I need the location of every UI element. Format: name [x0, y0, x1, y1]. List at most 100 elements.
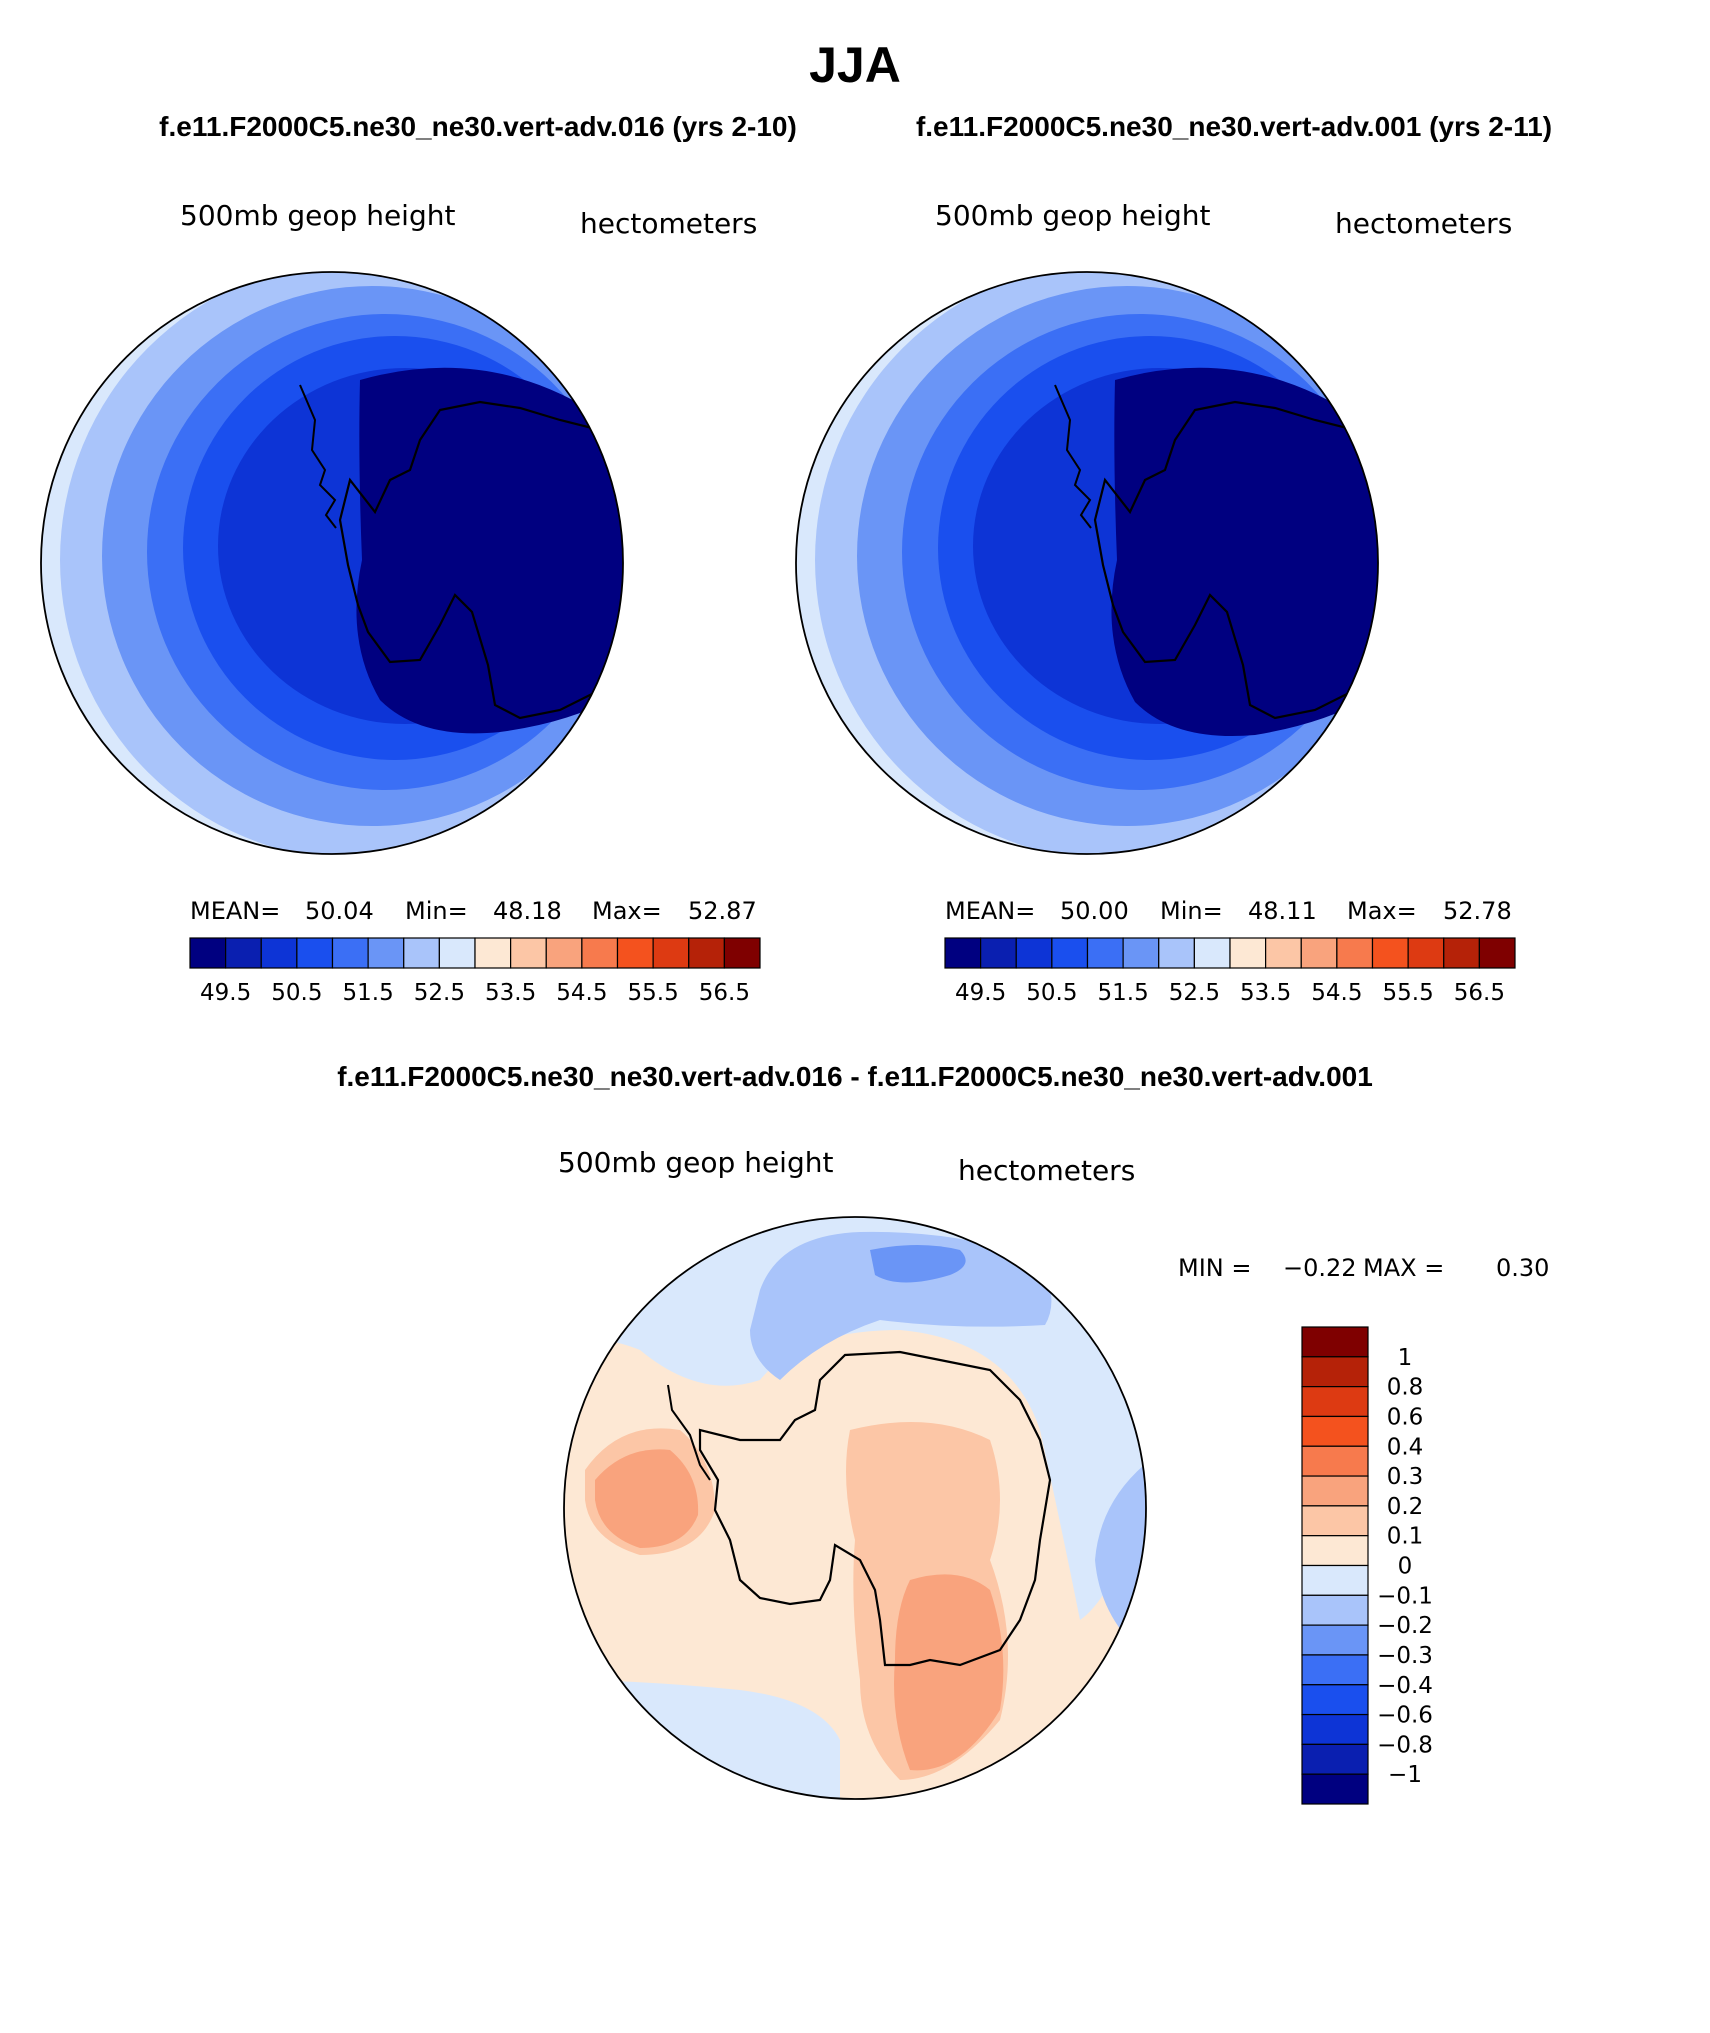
colorbar-swatch	[1229, 937, 1267, 969]
diff-max-label: MAX =	[1363, 1254, 1444, 1282]
colorbar-swatch	[1336, 937, 1374, 969]
colorbar-tick-label: 1	[1398, 1345, 1413, 1371]
diff-variable: 500mb geop height	[558, 1146, 833, 1179]
colorbar-tick-label: 0	[1398, 1554, 1413, 1580]
panel-1-min-value: 48.18	[493, 897, 562, 925]
colorbar-tick-label: −0.6	[1377, 1703, 1433, 1729]
colorbar-tick-label: 52.5	[1169, 980, 1220, 1006]
panel-1-contour-map	[41, 272, 623, 854]
colorbar-tick-label: −0.8	[1377, 1732, 1433, 1758]
colorbar-tick-label: 54.5	[1311, 980, 1362, 1006]
colorbar-swatch	[944, 937, 982, 969]
diff-units: hectometers	[958, 1154, 1135, 1187]
colorbar-swatch	[1301, 1356, 1369, 1388]
colorbar-swatch	[688, 937, 725, 969]
colorbar-tick-label: 54.5	[556, 980, 607, 1006]
colorbar-tick-label: 55.5	[1383, 980, 1434, 1006]
colorbar-swatch	[1301, 1386, 1369, 1418]
colorbar-tick-label: 49.5	[955, 980, 1006, 1006]
colorbar-tick-label: 0.8	[1387, 1375, 1424, 1401]
panel-1-map-border	[40, 271, 624, 855]
panel-1-max-label: Max=	[592, 897, 662, 925]
colorbar-swatch	[1015, 937, 1053, 969]
colorbar-swatch	[581, 937, 619, 969]
colorbar-swatch	[1158, 937, 1195, 969]
panel-2-max-label: Max=	[1347, 897, 1417, 925]
diff-max-value: 0.30	[1496, 1254, 1549, 1282]
panel-1-mean-value: 50.04	[305, 897, 374, 925]
colorbar-swatch	[367, 937, 405, 969]
colorbar-swatch	[616, 937, 654, 969]
colorbar-tick-label: 49.5	[200, 980, 251, 1006]
colorbar-swatch	[1193, 937, 1231, 969]
panel-difference: 500mb geop height hectometers MIN =	[558, 1146, 1549, 1805]
colorbar-tick-label: −1	[1388, 1762, 1422, 1788]
panel-2-variable: 500mb geop height	[935, 199, 1210, 232]
case-title-1: f.e11.F2000C5.ne30_ne30.vert-adv.016 (yr…	[159, 111, 797, 142]
colorbar-tick-label: 56.5	[699, 980, 750, 1006]
colorbar-tick-label: 0.2	[1387, 1494, 1424, 1520]
colorbar-tick-label: 55.5	[628, 980, 679, 1006]
diff-title: f.e11.F2000C5.ne30_ne30.vert-adv.016 - f…	[337, 1061, 1373, 1092]
colorbar-tick-label: −0.3	[1377, 1643, 1433, 1669]
panel-2-mean-value: 50.00	[1060, 897, 1129, 925]
panel-2-min-value: 48.11	[1248, 897, 1317, 925]
colorbar-swatch	[1265, 937, 1302, 969]
colorbar-tick-label: 50.5	[1026, 980, 1077, 1006]
panel-2-contour-map	[796, 272, 1378, 854]
panel-1-mean-label: MEAN=	[190, 897, 280, 925]
colorbar-swatch	[1407, 937, 1445, 969]
panel-2-min-label: Min=	[1160, 897, 1223, 925]
colorbar-swatch	[1301, 1713, 1369, 1745]
panel-2-mean-label: MEAN=	[945, 897, 1035, 925]
colorbar-swatch	[1443, 937, 1480, 969]
colorbar-swatch	[1051, 937, 1089, 969]
panel-2-max-value: 52.78	[1443, 897, 1512, 925]
colorbar-swatch	[1301, 1475, 1369, 1507]
panel-1-units: hectometers	[580, 207, 757, 240]
diff-min-value: −0.22	[1283, 1254, 1357, 1282]
colorbar-tick-label: 56.5	[1454, 980, 1505, 1006]
colorbar-tick-label: −0.4	[1377, 1673, 1433, 1699]
panel-1-colorbar: 49.5 50.5 51.5 52.5 53.5 54.5 55.5 56.5	[189, 937, 761, 1006]
colorbar-tick-label: 51.5	[343, 980, 394, 1006]
case-title-2: f.e11.F2000C5.ne30_ne30.vert-adv.001 (yr…	[916, 111, 1552, 142]
colorbar-swatch	[474, 937, 512, 969]
colorbar-swatch	[510, 937, 547, 969]
colorbar-swatch	[1300, 937, 1338, 969]
diff-min-label: MIN =	[1178, 1254, 1251, 1282]
panel-2-map-border	[795, 271, 1379, 855]
panel-1-max-value: 52.87	[688, 897, 757, 925]
colorbar-swatch	[723, 937, 761, 969]
diff-map-border	[563, 1216, 1147, 1800]
colorbar-swatch	[1301, 1773, 1369, 1805]
colorbar-swatch	[1301, 1415, 1369, 1447]
colorbar-swatch	[189, 937, 227, 969]
colorbar-swatch	[652, 937, 690, 969]
colorbar-tick-label: 50.5	[271, 980, 322, 1006]
panel-case-1: 500mb geop height hectometers MEAN= 50.0…	[40, 199, 761, 1006]
colorbar-swatch	[1301, 1326, 1369, 1358]
colorbar-swatch	[980, 937, 1017, 969]
colorbar-swatch	[1122, 937, 1160, 969]
colorbar-tick-label: 0.1	[1387, 1524, 1424, 1550]
colorbar-swatch	[260, 937, 298, 969]
panel-2-colorbar: 49.5 50.5 51.5 52.5 53.5 54.5 55.5 56.5	[944, 937, 1516, 1006]
colorbar-tick-label: −0.1	[1377, 1583, 1433, 1609]
panel-1-min-label: Min=	[405, 897, 468, 925]
colorbar-swatch	[1301, 1594, 1369, 1626]
colorbar-swatch	[438, 937, 476, 969]
colorbar-swatch	[1301, 1445, 1369, 1477]
colorbar-tick-label: −0.2	[1377, 1613, 1433, 1639]
colorbar-tick-label: 52.5	[414, 980, 465, 1006]
diff-colorbar: 1 0.8 0.6 0.4 0.3 0.2 0.1 0 −0.1 −0.2 −0.3 −0.4 −0.6…	[1301, 1326, 1433, 1805]
colorbar-swatch	[1301, 1684, 1369, 1716]
colorbar-swatch	[1301, 1564, 1369, 1596]
colorbar-swatch	[1301, 1654, 1369, 1686]
colorbar-swatch	[1086, 937, 1124, 969]
colorbar-tick-label: 53.5	[1240, 980, 1291, 1006]
colorbar-tick-label: 0.6	[1387, 1404, 1424, 1430]
season-title: JJA	[809, 37, 901, 93]
colorbar-swatch	[1301, 1535, 1369, 1567]
